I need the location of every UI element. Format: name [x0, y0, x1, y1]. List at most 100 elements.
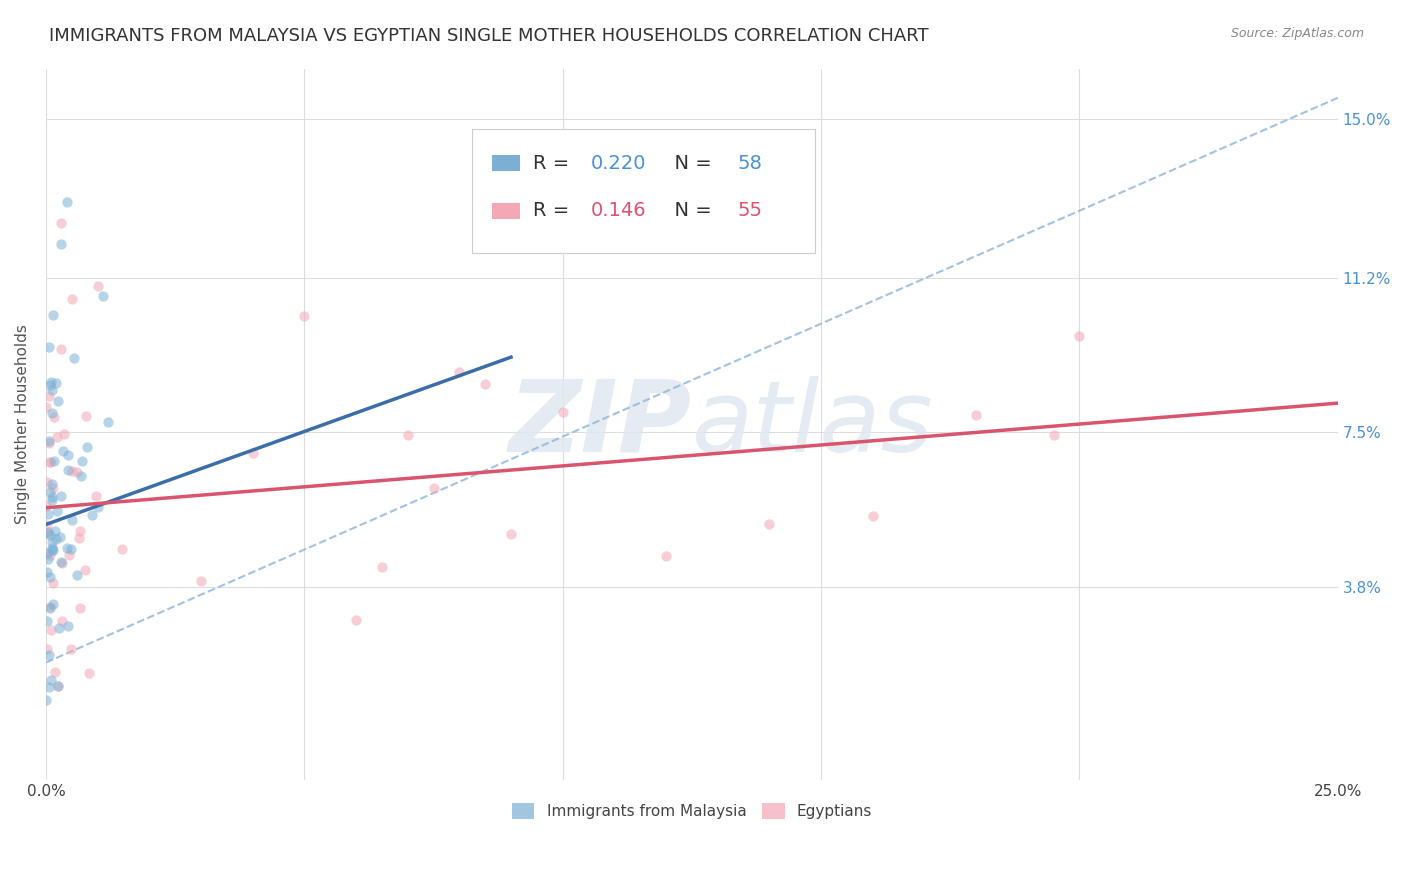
Point — [52, 427, 75, 442]
Point — [41, 383, 63, 397]
Legend: Immigrants from Malaysia, Egyptians: Immigrants from Malaysia, Egyptians — [505, 797, 879, 825]
Text: 58: 58 — [737, 153, 762, 172]
Point — [344, 614, 367, 628]
Point — [75, 409, 97, 423]
Y-axis label: Single Mother Households: Single Mother Households — [15, 324, 30, 524]
Point — [862, 508, 884, 523]
Text: N =: N = — [662, 202, 718, 220]
Point — [965, 408, 987, 422]
Text: 0.220: 0.220 — [591, 153, 647, 172]
Point — [73, 563, 96, 577]
Text: N =: N = — [662, 153, 718, 172]
Point — [84, 489, 107, 503]
Point — [55, 541, 77, 556]
Point — [45, 504, 67, 518]
Point — [35, 642, 58, 657]
Point — [70, 454, 93, 468]
Point — [59, 542, 82, 557]
Point — [42, 597, 65, 611]
Point — [35, 475, 58, 489]
Point — [46, 679, 69, 693]
FancyBboxPatch shape — [492, 202, 520, 219]
Point — [44, 524, 66, 538]
Point — [37, 518, 59, 533]
Point — [35, 546, 58, 560]
Text: IMMIGRANTS FROM MALAYSIA VS EGYPTIAN SINGLE MOTHER HOUSEHOLDS CORRELATION CHART: IMMIGRANTS FROM MALAYSIA VS EGYPTIAN SIN… — [49, 27, 929, 45]
Point — [39, 485, 62, 500]
Point — [35, 500, 58, 514]
Point — [66, 465, 89, 479]
Point — [1069, 329, 1091, 343]
Text: 55: 55 — [737, 202, 762, 220]
Point — [55, 195, 77, 210]
Point — [46, 430, 69, 444]
Point — [51, 216, 73, 230]
FancyBboxPatch shape — [472, 129, 814, 253]
Text: ZIP: ZIP — [509, 376, 692, 473]
Point — [38, 341, 60, 355]
Point — [35, 525, 58, 540]
Point — [41, 673, 63, 687]
Point — [35, 400, 58, 414]
Point — [474, 376, 496, 391]
Point — [59, 642, 82, 657]
Point — [35, 692, 58, 706]
Point — [37, 525, 59, 540]
Point — [51, 556, 73, 570]
Point — [51, 614, 73, 628]
Point — [46, 393, 69, 408]
Point — [39, 601, 62, 615]
Point — [41, 493, 63, 508]
Point — [39, 570, 62, 584]
Text: R =: R = — [533, 202, 575, 220]
Point — [69, 524, 91, 538]
Point — [38, 455, 60, 469]
Point — [49, 489, 72, 503]
Point — [69, 601, 91, 615]
Point — [37, 507, 59, 521]
Point — [58, 463, 80, 477]
Point — [45, 376, 67, 390]
Point — [499, 527, 522, 541]
Point — [39, 528, 62, 542]
Point — [38, 389, 60, 403]
Point — [38, 436, 60, 450]
Point — [37, 614, 59, 628]
Point — [67, 532, 90, 546]
Point — [66, 568, 89, 582]
Point — [60, 292, 83, 306]
Point — [77, 665, 100, 680]
Point — [41, 491, 63, 505]
Point — [46, 679, 69, 693]
Point — [51, 555, 73, 569]
Point — [97, 415, 120, 429]
Point — [52, 443, 75, 458]
Point — [41, 481, 63, 495]
Point — [41, 543, 63, 558]
Text: R =: R = — [533, 153, 575, 172]
Point — [111, 542, 134, 557]
Point — [38, 455, 60, 469]
Point — [41, 534, 63, 549]
Point — [58, 619, 80, 633]
Point — [39, 377, 62, 392]
Point — [37, 552, 59, 566]
Point — [38, 648, 60, 663]
Point — [42, 576, 65, 591]
Point — [63, 351, 86, 365]
Point — [41, 541, 63, 556]
Point — [758, 516, 780, 531]
Point — [48, 621, 70, 635]
Text: atlas: atlas — [692, 376, 934, 473]
Point — [70, 469, 93, 483]
Point — [48, 530, 70, 544]
Point — [56, 448, 79, 462]
Point — [44, 409, 66, 424]
Point — [1042, 427, 1064, 442]
Point — [45, 532, 67, 546]
Point — [42, 454, 65, 468]
Point — [42, 542, 65, 557]
Point — [58, 548, 80, 562]
Point — [42, 308, 65, 322]
Point — [449, 365, 471, 379]
